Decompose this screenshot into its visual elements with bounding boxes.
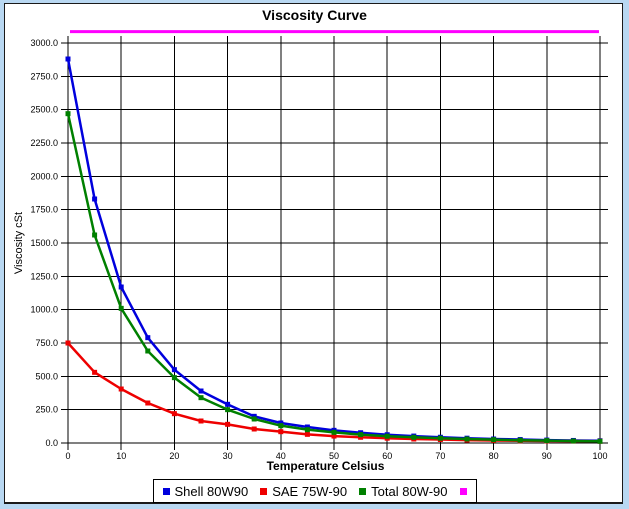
legend-swatch bbox=[260, 487, 268, 495]
legend-swatch bbox=[162, 487, 170, 495]
legend: Shell 80W90 SAE 75W-90 Total 80W-90 bbox=[152, 479, 477, 503]
chart-panel bbox=[4, 3, 623, 504]
legend-item bbox=[459, 487, 467, 495]
y-axis-label: Viscosity cSt bbox=[13, 211, 25, 275]
legend-label: Shell 80W90 bbox=[174, 483, 249, 499]
legend-item: Total 80W-90 bbox=[359, 483, 448, 499]
legend-item: SAE 75W-90 bbox=[260, 484, 347, 499]
chart-title: Viscosity Curve bbox=[262, 7, 367, 23]
legend-item: Shell 80W90 bbox=[162, 483, 249, 499]
legend-swatch bbox=[459, 487, 467, 495]
legend-label: Total 80W-90 bbox=[371, 483, 448, 499]
legend-swatch bbox=[359, 487, 367, 495]
legend-label: SAE 75W-90 bbox=[272, 483, 348, 499]
x-axis-label: Temperature Celsius bbox=[266, 459, 385, 473]
